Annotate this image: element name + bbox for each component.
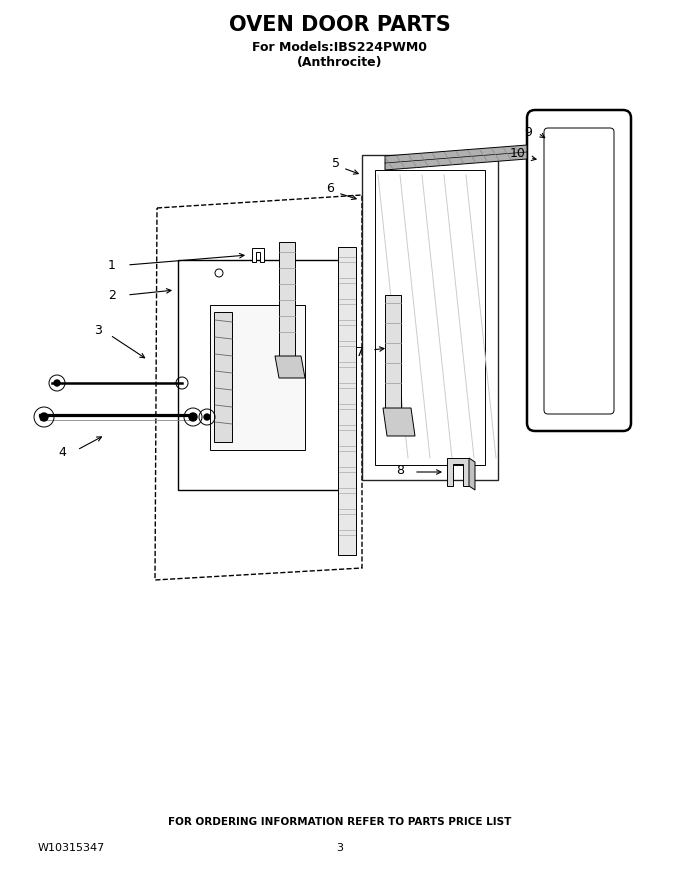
Text: (Anthrocite): (Anthrocite)	[297, 55, 383, 69]
Circle shape	[54, 380, 60, 386]
Text: W10315347: W10315347	[38, 843, 105, 853]
Polygon shape	[469, 458, 475, 490]
Text: 7: 7	[356, 346, 364, 358]
Text: 5: 5	[332, 157, 340, 170]
Circle shape	[189, 413, 197, 421]
Text: 10: 10	[510, 146, 526, 159]
Text: For Models:IBS224PWM0: For Models:IBS224PWM0	[252, 40, 428, 54]
Polygon shape	[362, 155, 498, 480]
Text: 4: 4	[58, 445, 66, 458]
Text: 6: 6	[326, 181, 334, 194]
Text: 1: 1	[108, 259, 116, 272]
Text: 9: 9	[524, 126, 532, 138]
Polygon shape	[275, 356, 305, 378]
Polygon shape	[383, 408, 415, 436]
Circle shape	[40, 413, 48, 421]
Circle shape	[204, 414, 210, 420]
Text: OVEN DOOR PARTS: OVEN DOOR PARTS	[229, 15, 451, 35]
Polygon shape	[178, 260, 355, 490]
Polygon shape	[385, 145, 527, 170]
Text: 8: 8	[396, 464, 404, 476]
Text: FOR ORDERING INFORMATION REFER TO PARTS PRICE LIST: FOR ORDERING INFORMATION REFER TO PARTS …	[169, 817, 511, 827]
Text: 3: 3	[337, 843, 343, 853]
Bar	[385, 295, 401, 408]
Polygon shape	[252, 248, 264, 262]
Bar	[338, 247, 356, 555]
Bar	[279, 242, 295, 356]
FancyBboxPatch shape	[527, 110, 631, 431]
Bar	[214, 312, 232, 442]
Text: 3: 3	[94, 324, 102, 336]
Polygon shape	[447, 458, 469, 486]
Polygon shape	[210, 305, 305, 450]
Text: 2: 2	[108, 289, 116, 302]
